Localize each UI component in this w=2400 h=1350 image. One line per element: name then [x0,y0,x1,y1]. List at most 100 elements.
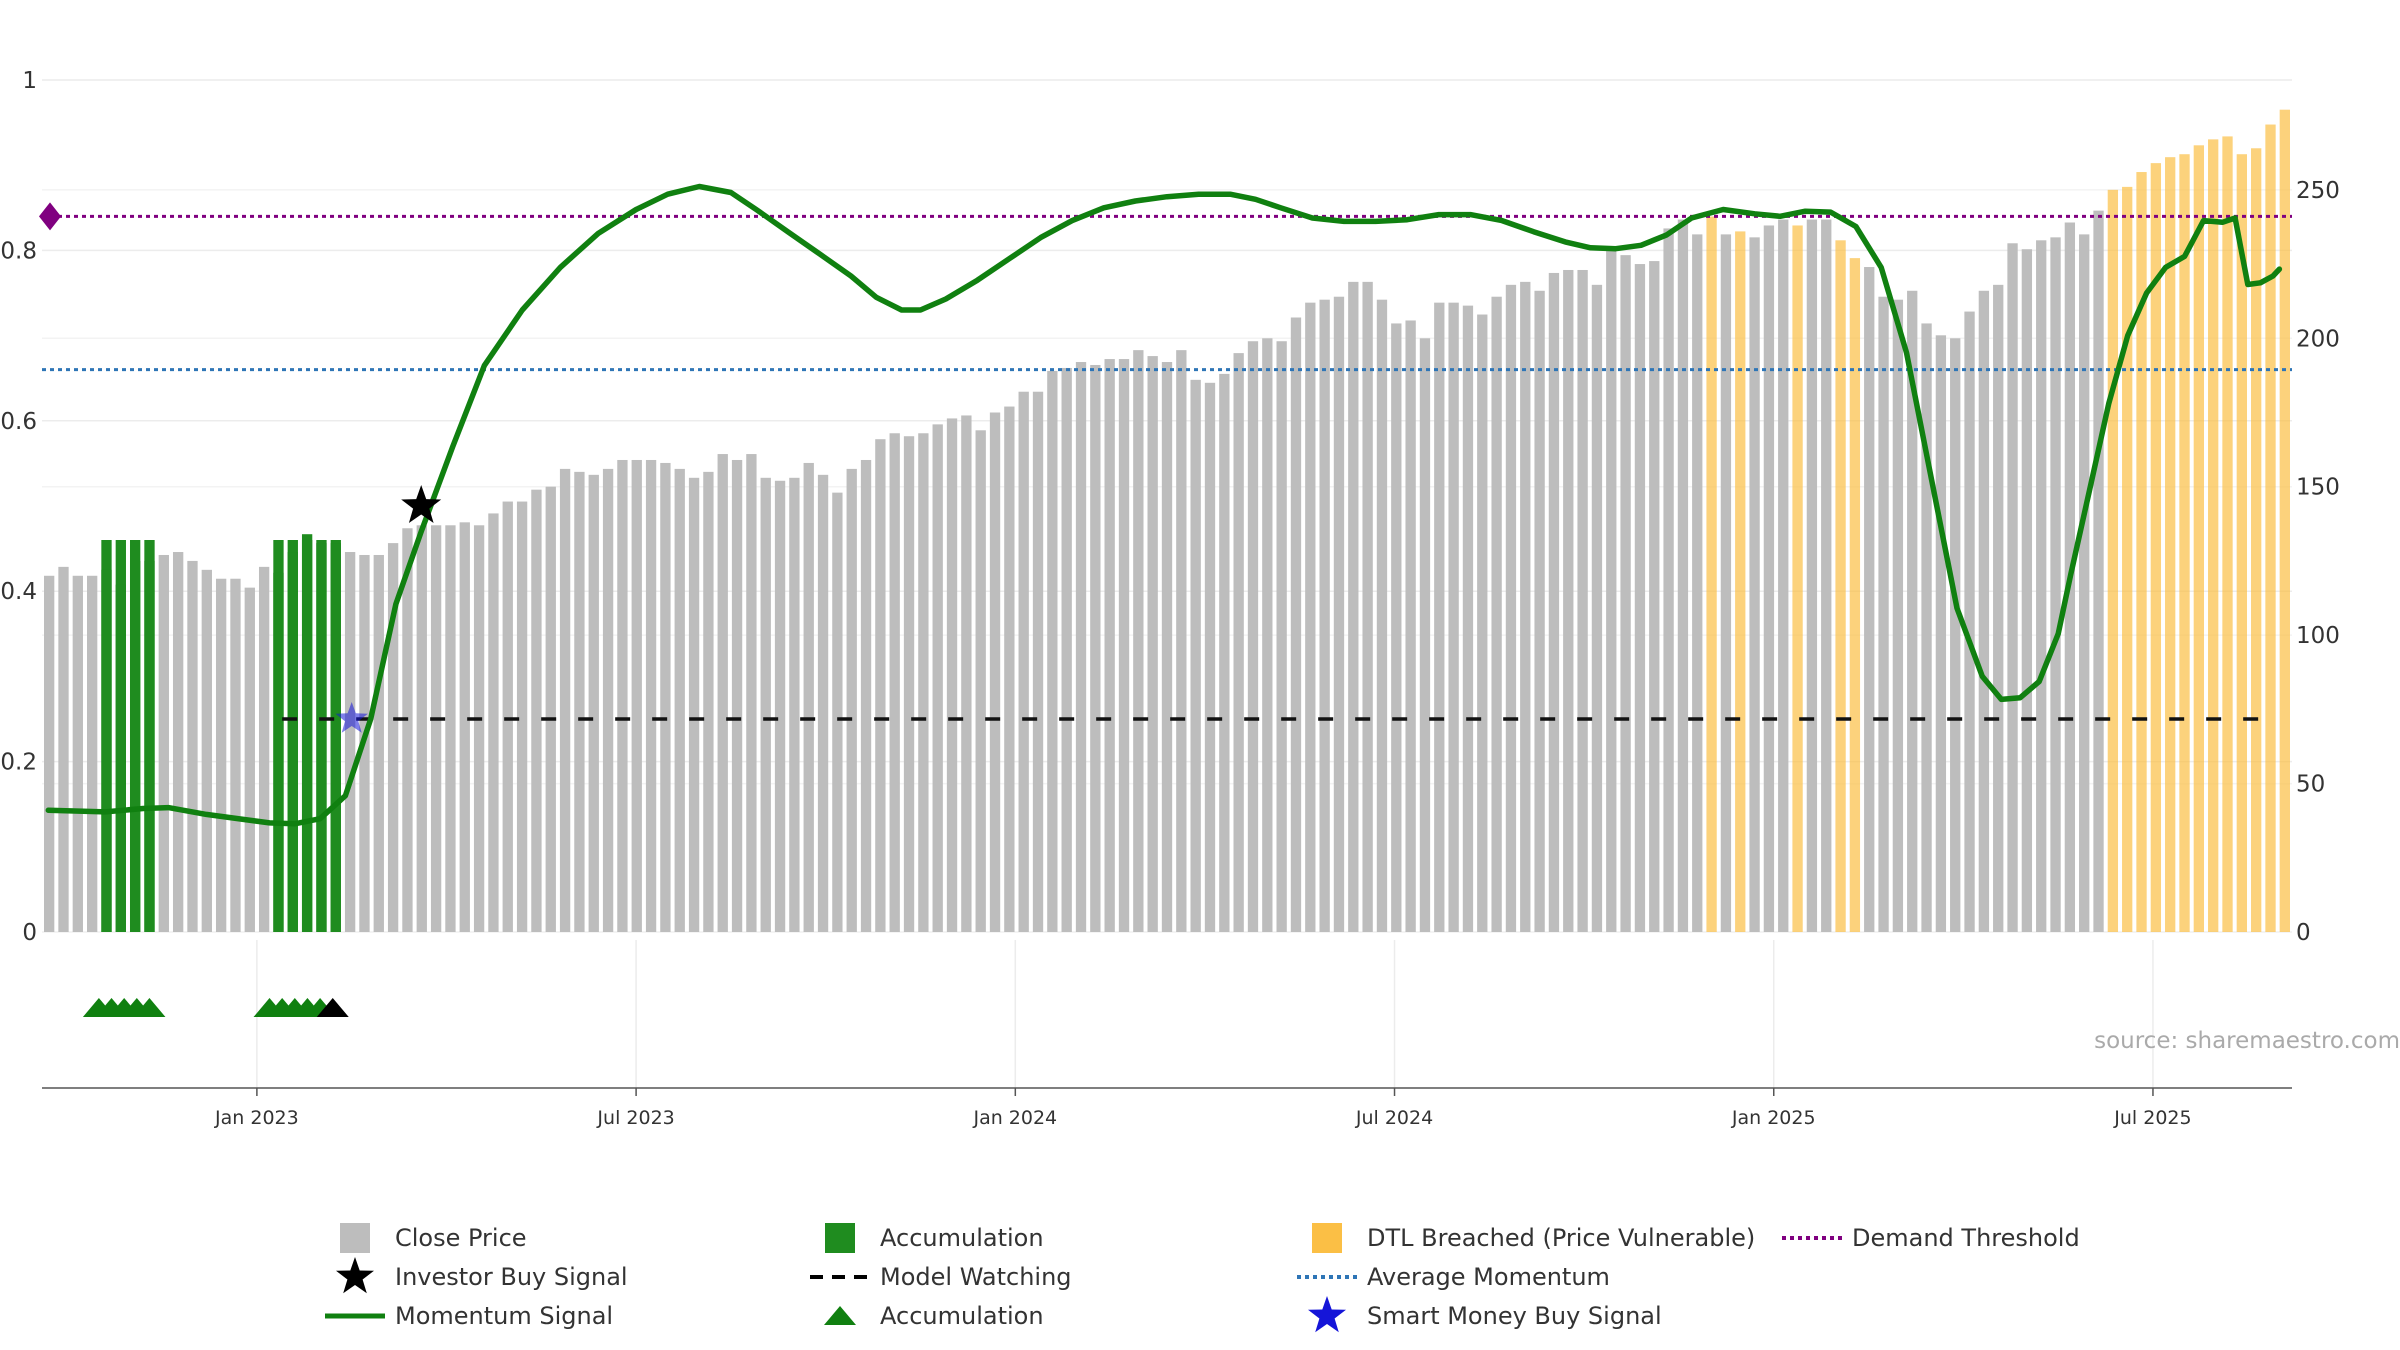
price-bar [1204,382,1216,932]
price-bar [903,436,915,932]
dtl-breached-bar [2251,148,2262,932]
price-bar [1290,317,1302,932]
price-bar [1333,296,1345,932]
price-bar [1075,362,1087,933]
right-tick-label: 0 [2296,920,2311,946]
axes: 0 0.2 0.4 0.6 0.8 1 0 50 100 150 200 250 Jan 2023 Jul… [0,68,2339,1129]
legend-star-icon [336,1257,374,1294]
dtl-breached-bar [1849,258,1861,932]
price-bar [1620,255,1631,932]
momentum-line [45,183,2283,827]
price-bar [1262,338,1273,932]
price-bar [1921,323,1932,932]
legend-label: Average Momentum [1367,1263,1610,1291]
price-bar [1161,362,1173,933]
price-bar [1692,234,1703,933]
price-bar [1964,311,1975,932]
price-bar [1362,281,1373,933]
price-bar [1649,261,1660,932]
legend-item: Accumulation [825,1223,1044,1253]
price-bar [1104,359,1115,933]
price-bar [1147,356,1158,932]
dtl-breached-bar [1835,240,1846,932]
price-bar [817,474,829,932]
price-bar [774,480,786,932]
legend-label: Accumulation [880,1224,1044,1252]
legend-star-icon [1308,1296,1346,1333]
legend-triangle-icon [824,1306,856,1325]
price-bar [430,525,442,932]
smart-money-buy-star [335,702,368,733]
price-bar [1233,353,1244,932]
source-note: source: sharemaestro.com [2094,1028,2400,1054]
price-bar [2007,243,2018,932]
x-tick-label: Jul 2024 [1355,1107,1433,1129]
dtl-breached-bar [2236,154,2247,932]
dtl-breached-bar [1735,231,1746,932]
accumulation-bar [330,543,341,932]
price-bar [1749,237,1760,932]
right-tick-label: 250 [2296,178,2340,204]
price-bar [688,477,700,932]
price-bar [645,459,657,932]
price-bar [1821,219,1832,933]
accumulation-bar [129,560,141,932]
price-bar [1047,370,1058,932]
left-tick-label: 0.4 [0,579,37,605]
accumulation-bar [287,552,298,932]
legend-label: Close Price [395,1224,527,1252]
left-tick-label: 0 [22,920,37,946]
legend-item: Average Momentum [1297,1263,1610,1291]
demand-threshold-marker [39,202,61,231]
price-bar [1935,335,1947,933]
accumulation-bar [273,572,284,932]
price-bar [2079,234,2090,933]
legend-label: Smart Money Buy Signal [1367,1302,1662,1330]
price-bar [1176,350,1187,932]
legend-square-icon [340,1223,370,1253]
dtl-breached-bar [2122,186,2133,932]
price-bar [72,575,83,932]
price-bar [1950,338,1961,932]
price-bar [1892,299,1904,932]
legend-item: Demand Threshold [1782,1224,2080,1252]
price-bar [344,552,356,932]
price-bar [703,471,714,932]
price-bar [187,560,198,932]
legend-label: DTL Breached (Price Vulnerable) [1367,1224,1755,1252]
price-bar [946,418,958,933]
price-bar [473,525,485,932]
price-bar [1477,314,1488,932]
price-bar [1405,320,1416,932]
legend-label: Model Watching [880,1263,1072,1291]
price-bar [459,522,470,932]
dtl-breached-bar [2208,139,2219,933]
price-bar [531,489,542,932]
price-bar [1577,269,1588,932]
x-tick-label: Jul 2025 [2113,1107,2191,1129]
price-bar [1677,219,1689,933]
price-bar [1090,364,1101,933]
reference-lines [39,202,2292,721]
price-bar [1018,391,1029,933]
price-bar [1720,234,1732,933]
legend-item: Model Watching [810,1263,1072,1291]
price-bar [588,474,599,932]
price-bar [488,513,499,932]
legend-label: Investor Buy Signal [395,1263,628,1291]
price-bar [918,433,929,932]
price-bar [545,486,556,932]
price-bar [1118,359,1130,933]
price-bar [559,468,571,932]
price-bar [1032,391,1044,933]
price-bar [87,575,98,932]
price-bar [989,412,1001,932]
price-bar [1247,341,1259,932]
model-watching-triangle [316,998,349,1017]
price-bar [1778,219,1789,933]
price-bar [2021,249,2033,933]
price-bar [1133,350,1144,932]
price-bar [2093,210,2104,932]
price-bar [1806,219,1818,933]
price-bar [574,471,585,932]
